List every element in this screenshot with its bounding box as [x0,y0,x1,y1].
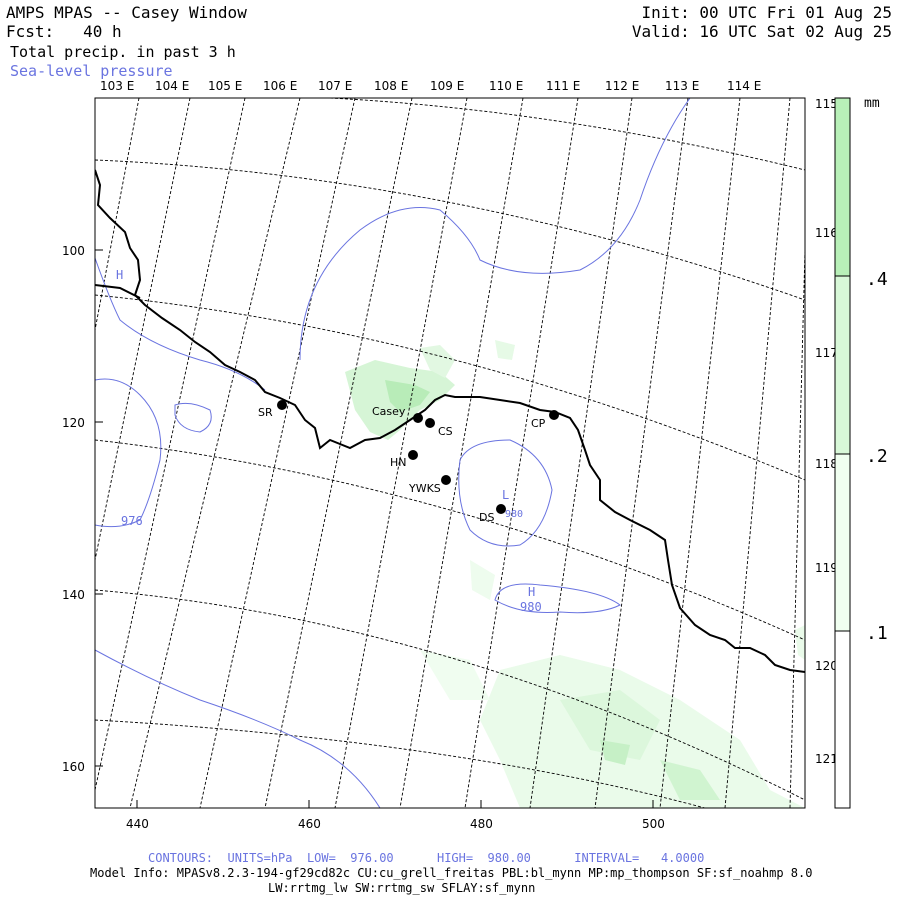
model-info-2: LW:rrtmg_lw SW:rrtmg_sw SFLAY:sf_mynn [268,881,536,895]
precip-shading [345,340,805,808]
colorbar: mm .4 .2 .1 [834,96,888,809]
colorbar-label: .4 [866,269,888,290]
y-axis-labels: 100 120 140 160 [62,244,85,774]
coastline [95,169,805,673]
model-info: Model Info: MPASv8.2.3-194-gf29cd82c CU:… [90,866,813,880]
map-title: AMPS MPAS -- Casey Window [6,3,247,22]
contour-value-980-small: 980 [505,509,523,520]
station-label-cp: CP [531,417,546,430]
station-marker-ywks[interactable] [441,475,451,485]
lon-label: 114 E [727,79,761,93]
y-tick-label: 140 [62,588,85,602]
colorbar-segment-none [835,631,850,808]
forecast-hour: Fcst: 40 h [6,22,122,41]
x-axis-labels: 440 460 480 500 [126,817,665,831]
station-marker-sr[interactable] [277,400,287,410]
lon-label: 108 E [374,79,408,93]
y-tick-label: 100 [62,244,85,258]
x-tick-label: 480 [470,817,493,831]
y-tick-label: 160 [62,760,85,774]
lon-label: 103 E [100,79,134,93]
lon-label: 113 E [665,79,699,93]
low-label: L [502,488,509,502]
lon-label: 104 E [155,79,189,93]
lat-lon-grid [95,98,805,808]
contour-info: CONTOURS: UNITS=hPa LOW= 976.00 HIGH= 98… [148,851,705,865]
pressure-labels: H L H 976 980 980 [116,268,542,614]
station-marker-ds[interactable] [496,504,506,514]
x-axis-ticks [136,800,654,808]
lon-label: 107 E [318,79,352,93]
station-marker-casey[interactable] [413,413,423,423]
lon-label: 105 E [208,79,242,93]
x-tick-label: 440 [126,817,149,831]
init-time: Init: 00 UTC Fri 01 Aug 25 [641,3,892,22]
y-tick-label: 120 [62,416,85,430]
station-marker-hn[interactable] [408,450,418,460]
station-label-ywks: YWKS [408,482,441,495]
station-label-sr: SR [258,406,273,419]
top-lon-labels: 103 E 104 E 105 E 106 E 107 E 108 E 109 … [100,79,761,93]
colorbar-unit: mm [864,96,880,111]
x-tick-label: 500 [642,817,665,831]
lon-label: 109 E [430,79,464,93]
y-axis-ticks [95,249,103,767]
field-label: Total precip. in past 3 h [10,43,236,61]
station-marker-cp[interactable] [549,410,559,420]
colorbar-segment-mid [835,276,850,454]
contour-value-976: 976 [121,514,143,528]
overlay-label: Sea-level pressure [10,62,173,80]
station-label-cs: CS [438,425,453,438]
x-tick-label: 460 [298,817,321,831]
lon-label: 111 E [546,79,580,93]
contour-value-980: 980 [520,600,542,614]
high-label: H [116,268,123,282]
colorbar-label: .1 [866,623,888,644]
station-label-ds: DS [479,511,494,524]
valid-time: Valid: 16 UTC Sat 02 Aug 25 [631,22,892,41]
high-label-2: H [528,585,535,599]
station-marker-cs[interactable] [425,418,435,428]
lon-label: 112 E [605,79,639,93]
pressure-contours [95,98,691,808]
lon-label: 106 E [263,79,297,93]
stations: SR Casey CS CP HN YWKS DS [258,400,559,524]
colorbar-segment-high [835,98,850,276]
station-label-hn: HN [390,456,407,469]
colorbar-label: .2 [866,446,888,467]
lon-label: 110 E [489,79,523,93]
plot-frame [94,97,806,809]
station-label-casey: Casey [372,405,406,418]
colorbar-segment-low [835,454,850,631]
